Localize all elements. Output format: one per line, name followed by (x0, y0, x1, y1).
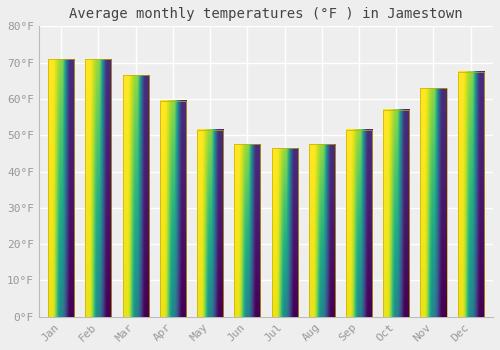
Bar (86, 59, 112, 317)
Bar (383, 110, 409, 317)
Bar (346, 130, 372, 317)
Bar (458, 72, 483, 317)
Bar (197, 130, 223, 317)
Bar (48, 59, 74, 317)
Bar (122, 75, 148, 317)
Bar (308, 144, 335, 317)
Bar (234, 144, 260, 317)
Title: Average monthly temperatures (°F ) in Jamestown: Average monthly temperatures (°F ) in Ja… (69, 7, 462, 21)
Bar (420, 88, 446, 317)
Bar (160, 101, 186, 317)
Bar (272, 148, 297, 317)
